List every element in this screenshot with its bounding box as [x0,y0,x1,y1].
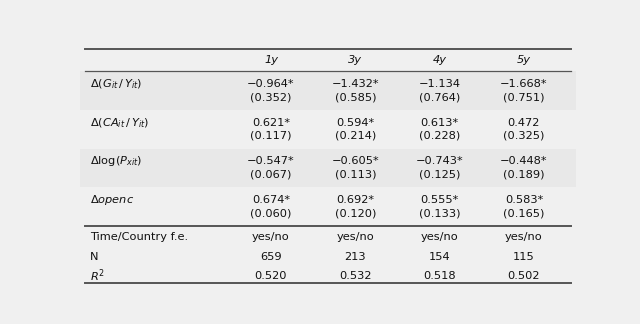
Text: $\Delta(G_{it}\,/\,Y_{it})$: $\Delta(G_{it}\,/\,Y_{it})$ [90,77,142,91]
Text: $\Delta\log(P_{xit})$: $\Delta\log(P_{xit})$ [90,155,142,168]
Text: −0.448*: −0.448* [500,156,548,167]
Text: 1y: 1y [264,55,278,65]
Bar [80,149,576,187]
Text: yes/no: yes/no [252,232,290,242]
Text: (0.067): (0.067) [250,169,292,179]
Text: (0.228): (0.228) [419,131,460,141]
Text: 0.692*: 0.692* [336,195,374,205]
Text: yes/no: yes/no [505,232,543,242]
Text: −1.134: −1.134 [419,79,461,89]
Text: N: N [90,252,99,262]
Text: (0.113): (0.113) [335,169,376,179]
Text: 5y: 5y [517,55,531,65]
Text: 213: 213 [344,252,366,262]
Text: (0.325): (0.325) [503,131,545,141]
Text: −0.547*: −0.547* [247,156,295,167]
Text: −1.668*: −1.668* [500,79,548,89]
Text: $R^2$: $R^2$ [90,268,105,284]
Text: (0.585): (0.585) [335,92,376,102]
Text: 4y: 4y [433,55,447,65]
Bar [80,71,576,110]
Text: 0.502: 0.502 [508,271,540,281]
Text: −0.605*: −0.605* [332,156,379,167]
Text: 0.532: 0.532 [339,271,372,281]
Text: $\Delta(CA_{it}\,/\,Y_{it})$: $\Delta(CA_{it}\,/\,Y_{it})$ [90,116,149,130]
Text: 115: 115 [513,252,535,262]
Text: 0.518: 0.518 [423,271,456,281]
Text: (0.751): (0.751) [503,92,545,102]
Text: 0.594*: 0.594* [336,118,374,128]
Text: −0.743*: −0.743* [416,156,463,167]
Text: (0.352): (0.352) [250,92,292,102]
Text: 0.674*: 0.674* [252,195,290,205]
Text: 0.555*: 0.555* [420,195,459,205]
Text: (0.165): (0.165) [503,208,545,218]
Text: 0.621*: 0.621* [252,118,290,128]
Text: (0.060): (0.060) [250,208,292,218]
Text: Time/Country f.e.: Time/Country f.e. [90,232,188,242]
Text: (0.117): (0.117) [250,131,292,141]
Text: (0.189): (0.189) [503,169,545,179]
Text: (0.764): (0.764) [419,92,460,102]
Text: (0.133): (0.133) [419,208,460,218]
Text: 659: 659 [260,252,282,262]
Text: 3y: 3y [348,55,362,65]
Text: (0.214): (0.214) [335,131,376,141]
Text: 0.520: 0.520 [255,271,287,281]
Text: 0.472: 0.472 [508,118,540,128]
Text: (0.125): (0.125) [419,169,460,179]
Text: 0.583*: 0.583* [505,195,543,205]
Text: $\Delta\mathit{openc}$: $\Delta\mathit{openc}$ [90,193,134,207]
Text: −1.432*: −1.432* [332,79,379,89]
Text: yes/no: yes/no [420,232,458,242]
Text: (0.120): (0.120) [335,208,376,218]
Text: 0.613*: 0.613* [420,118,459,128]
Text: 154: 154 [429,252,451,262]
Text: −0.964*: −0.964* [247,79,294,89]
Text: yes/no: yes/no [337,232,374,242]
